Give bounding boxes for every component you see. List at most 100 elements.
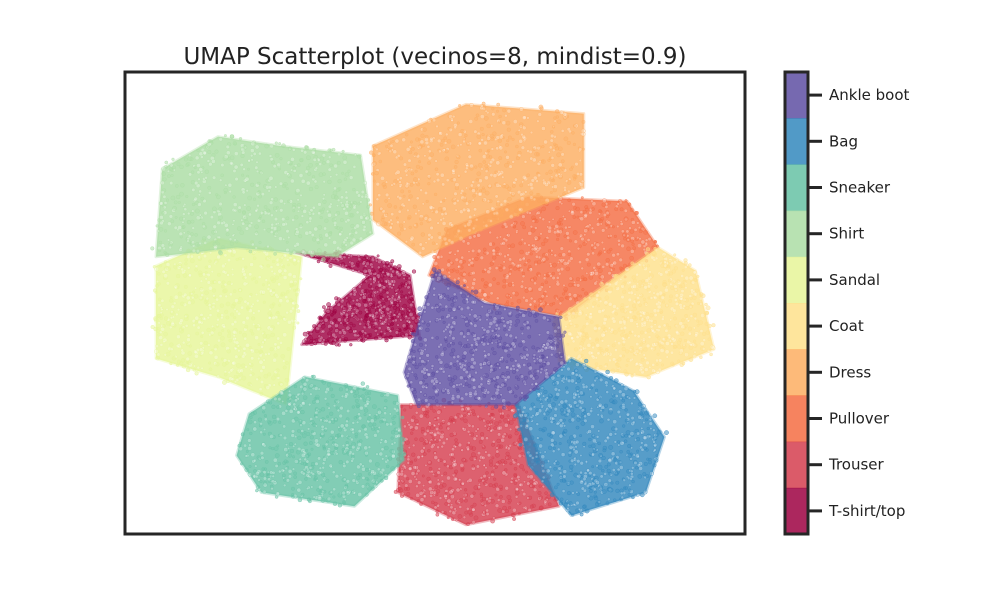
scatter-point bbox=[567, 198, 572, 203]
scatter-point bbox=[254, 224, 259, 230]
scatter-point bbox=[333, 318, 338, 322]
scatter-point bbox=[407, 198, 411, 202]
scatter-point bbox=[269, 276, 275, 282]
scatter-point bbox=[193, 196, 198, 202]
scatter-point bbox=[489, 219, 493, 223]
scatter-point bbox=[664, 328, 669, 333]
scatter-point bbox=[527, 183, 530, 187]
scatter-point bbox=[391, 139, 395, 143]
scatter-point bbox=[245, 189, 249, 193]
scatter-point bbox=[539, 232, 543, 236]
scatter-point bbox=[259, 391, 264, 396]
scatter-point bbox=[427, 448, 431, 453]
scatter-point bbox=[424, 241, 428, 245]
scatter-point bbox=[365, 256, 369, 260]
scatter-point bbox=[408, 194, 413, 199]
scatter-point bbox=[345, 443, 350, 448]
scatter-point bbox=[509, 223, 514, 228]
scatter-point bbox=[165, 307, 169, 312]
scatter-point bbox=[275, 416, 281, 422]
scatter-point bbox=[411, 147, 415, 151]
scatter-point bbox=[619, 221, 624, 226]
scatter-point bbox=[397, 295, 401, 300]
scatter-point bbox=[652, 319, 657, 324]
scatter-point bbox=[465, 166, 469, 170]
scatter-point bbox=[453, 237, 458, 242]
scatter-point bbox=[511, 193, 515, 197]
scatter-point bbox=[536, 145, 541, 151]
scatter-point bbox=[613, 274, 617, 278]
scatter-point bbox=[246, 428, 250, 432]
scatter-point bbox=[573, 186, 577, 190]
scatter-point bbox=[705, 305, 711, 311]
scatter-point bbox=[518, 257, 523, 262]
scatter-point bbox=[185, 367, 191, 373]
scatter-point bbox=[621, 315, 625, 320]
scatter-point bbox=[659, 348, 665, 353]
scatter-point bbox=[387, 203, 393, 209]
scatter-point bbox=[194, 180, 199, 186]
scatter-point bbox=[529, 296, 534, 301]
scatter-point bbox=[502, 108, 507, 113]
scatter-point bbox=[268, 154, 273, 158]
scatter-point bbox=[599, 281, 605, 287]
scatter-point bbox=[270, 213, 274, 218]
scatter-point bbox=[350, 223, 355, 229]
scatter-point bbox=[623, 333, 629, 339]
scatter-point bbox=[489, 160, 494, 165]
scatter-point bbox=[537, 490, 542, 496]
scatter-point bbox=[637, 262, 641, 267]
scatter-point bbox=[567, 189, 571, 194]
scatter-point bbox=[215, 362, 220, 367]
scatter-point bbox=[481, 269, 486, 274]
scatter-point bbox=[186, 342, 190, 347]
scatter-point bbox=[472, 277, 477, 282]
scatter-point bbox=[353, 313, 358, 318]
scatter-point bbox=[421, 474, 425, 478]
scatter-point bbox=[336, 408, 341, 413]
scatter-point bbox=[508, 164, 513, 169]
scatter-point bbox=[403, 327, 407, 332]
scatter-point bbox=[213, 347, 218, 352]
scatter-point bbox=[267, 185, 273, 190]
scatter-point bbox=[436, 478, 440, 482]
scatter-point bbox=[218, 137, 223, 142]
scatter-point bbox=[451, 447, 455, 452]
scatter-point bbox=[217, 272, 221, 277]
scatter-point bbox=[479, 476, 484, 480]
scatter-point bbox=[471, 281, 476, 286]
scatter-point bbox=[442, 199, 446, 203]
scatter-point bbox=[444, 241, 449, 246]
scatter-point bbox=[641, 258, 646, 263]
scatter-point bbox=[261, 283, 266, 287]
scatter-point bbox=[296, 309, 301, 314]
scatter-point bbox=[276, 226, 282, 232]
scatter-point bbox=[549, 130, 554, 134]
scatter-point bbox=[362, 225, 367, 229]
scatter-point bbox=[439, 422, 443, 426]
scatter-point bbox=[538, 495, 543, 500]
scatter-point bbox=[229, 292, 233, 297]
scatter-point bbox=[318, 252, 322, 256]
scatter-point bbox=[498, 420, 502, 424]
scatter-point bbox=[432, 179, 437, 184]
scatter-point bbox=[505, 282, 509, 286]
scatter-point bbox=[180, 348, 185, 353]
scatter-point bbox=[206, 280, 211, 285]
scatter-point bbox=[291, 301, 295, 306]
scatter-point bbox=[492, 255, 497, 260]
scatter-point bbox=[370, 265, 374, 269]
scatter-point bbox=[506, 139, 510, 143]
scatter-point bbox=[171, 157, 175, 161]
scatter-point bbox=[172, 165, 176, 170]
scatter-point bbox=[484, 224, 489, 228]
scatter-point bbox=[436, 416, 440, 420]
scatter-point bbox=[453, 252, 457, 256]
scatter-point bbox=[200, 330, 205, 335]
scatter-point bbox=[313, 341, 318, 346]
scatter-point bbox=[259, 451, 265, 456]
scatter-point bbox=[181, 220, 185, 224]
scatter-point bbox=[212, 206, 217, 212]
scatter-point bbox=[478, 417, 483, 421]
scatter-point bbox=[472, 226, 476, 230]
